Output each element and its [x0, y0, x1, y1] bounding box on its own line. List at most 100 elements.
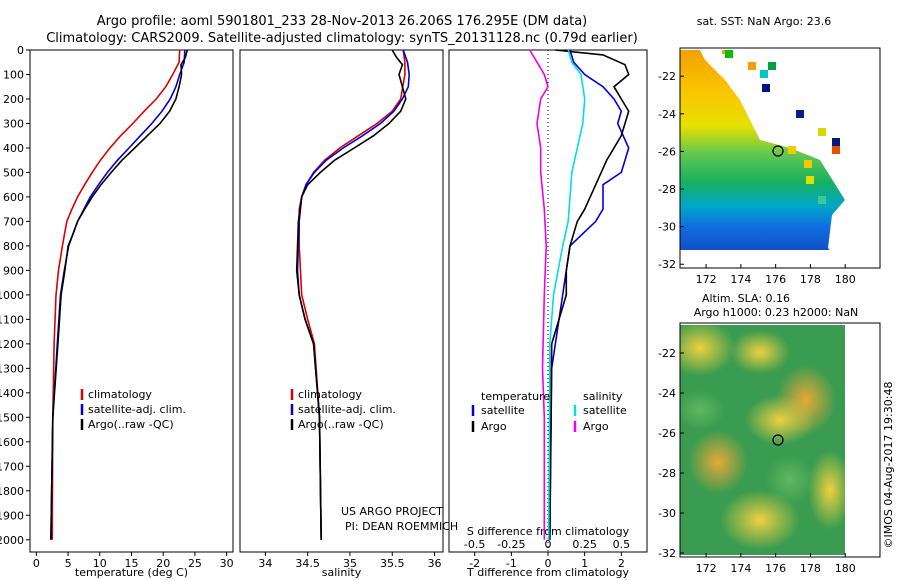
series-line	[50, 49, 189, 540]
y-tick-label: 900	[3, 264, 24, 277]
series-line	[549, 49, 630, 540]
sst-pixel	[768, 62, 776, 70]
map-frame	[679, 47, 881, 269]
x-axis-label: T difference from climatology	[466, 566, 629, 579]
x-tick-label: 0	[33, 557, 40, 570]
sla-blob	[808, 450, 845, 530]
x-axis-label: temperature (deg C)	[75, 566, 188, 579]
x-tick-label: 36	[428, 557, 442, 570]
x-tick-label: 1	[581, 557, 588, 570]
map-x-tick-label: 174	[730, 562, 751, 575]
series-line	[529, 49, 549, 540]
map-x-tick-label: 176	[765, 273, 786, 286]
x-axis-label: salinity	[322, 566, 362, 579]
x-tick-label: 20	[156, 557, 170, 570]
map-y-tick-label: -26	[658, 427, 676, 440]
map-y-tick-label: -24	[658, 387, 676, 400]
sst-map-title: sat. SST: NaN Argo: 23.6	[697, 15, 831, 28]
sla-blob	[730, 330, 790, 374]
map-x-tick-label: 172	[696, 562, 717, 575]
map-y-tick-label: -24	[658, 108, 676, 121]
sst-pixel	[796, 110, 804, 118]
legend-header: salinity	[583, 390, 623, 403]
map-x-tick-label: 178	[800, 562, 821, 575]
legend-label: Argo	[481, 420, 507, 433]
sst-no-data	[828, 200, 845, 268]
series-line	[295, 49, 407, 540]
x-tick-label: 34.5	[295, 557, 320, 570]
profile-panel-1: 0100200300400500600700800900100011001200…	[0, 44, 234, 579]
map-x-tick-label: 174	[730, 273, 751, 286]
s-diff-tick-label: -0.5	[464, 538, 485, 551]
sst-pixel	[832, 146, 840, 154]
s-diff-tick-label: 0.5	[613, 538, 631, 551]
header-line1: Argo profile: aoml 5901801_233 28-Nov-20…	[97, 14, 588, 29]
sst-pixel	[725, 50, 733, 58]
plot-frame	[239, 49, 444, 553]
y-tick-label: 2000	[0, 534, 24, 547]
sla-map-subtitle: Argo h1000: 0.23 h2000: NaN	[694, 306, 859, 319]
series-line	[296, 49, 411, 540]
map-y-tick-label: -28	[658, 183, 676, 196]
y-tick-label: 1600	[0, 436, 24, 449]
y-tick-label: 100	[3, 68, 24, 81]
map-y-tick-label: -32	[658, 547, 676, 560]
profile-panel-3: -2 -1 0 1 2T difference from climatology -0.5…	[448, 49, 648, 579]
sla-blob	[765, 455, 815, 505]
y-tick-label: 700	[3, 215, 24, 228]
x-tick-label: 25	[188, 557, 202, 570]
y-tick-label: 1400	[0, 387, 24, 400]
sla-map-axes: 172 174 176 178 180 -22 -24 -26 -28 -30 -32	[658, 322, 881, 575]
sla-map: Altim. SLA: 0.16 Argo h1000: 0.23 h2000:…	[658, 292, 881, 575]
sst-pixel	[760, 70, 768, 78]
sla-map-title: Altim. SLA: 0.16	[702, 292, 790, 305]
profile-panels: 0100200300400500600700800900100011001200…	[0, 44, 648, 579]
sst-pixel	[804, 160, 812, 168]
map-y-tick-label: -28	[658, 467, 676, 480]
map-x-tick-label: 176	[765, 562, 786, 575]
legend-label: satellite-adj. clim.	[298, 403, 396, 416]
y-tick-label: 1000	[0, 289, 24, 302]
s-diff-tick-label: -0.25	[497, 538, 525, 551]
x-tick-label: 2	[618, 557, 625, 570]
map-x-tick-label: 180	[835, 562, 856, 575]
y-tick-label: 0	[17, 44, 24, 57]
sst-pixel	[748, 62, 756, 70]
legend-label: Argo(..raw -QC)	[298, 418, 384, 431]
x-tick-label: 10	[93, 557, 107, 570]
sst-pixel	[818, 196, 826, 204]
map-y-tick-label: -22	[658, 347, 676, 360]
y-tick-label: 1100	[0, 313, 24, 326]
imos-timestamp: ©IMOS 04-Aug-2017 19:30:48	[882, 382, 895, 549]
pi-annotation: PI: DEAN ROEMMICH	[345, 520, 458, 533]
legend-label: satellite	[481, 404, 525, 417]
y-tick-label: 200	[3, 93, 24, 106]
sla-blob	[680, 390, 725, 430]
legend-label: climatology	[88, 388, 152, 401]
series-line	[547, 49, 586, 540]
legend-header: temperature	[481, 390, 550, 403]
sst-pixel	[832, 138, 840, 146]
map-y-tick-label: -22	[658, 70, 676, 83]
y-tick-label: 1500	[0, 411, 24, 424]
sst-pixel	[806, 176, 814, 184]
map-y-tick-label: -30	[658, 507, 676, 520]
map-y-tick-label: -26	[658, 145, 676, 158]
project-annotation: US ARGO PROJECT	[341, 505, 443, 518]
x-tick-label: 34	[258, 557, 272, 570]
y-tick-label: 1300	[0, 362, 24, 375]
legend-label: satellite-adj. clim.	[88, 403, 186, 416]
sla-blob	[688, 430, 748, 494]
sla-argo-marker	[772, 434, 784, 446]
x-tick-label: 35	[343, 557, 357, 570]
map-x-tick-label: 180	[835, 273, 856, 286]
map-y-tick-label: -32	[658, 258, 676, 271]
x-tick-label: 5	[65, 557, 72, 570]
y-tick-label: 1800	[0, 485, 24, 498]
series-line	[50, 49, 186, 540]
sla-blob	[745, 395, 815, 445]
series-line	[51, 49, 181, 540]
map-y-tick-label: -30	[658, 221, 676, 234]
y-tick-label: 1900	[0, 509, 24, 522]
